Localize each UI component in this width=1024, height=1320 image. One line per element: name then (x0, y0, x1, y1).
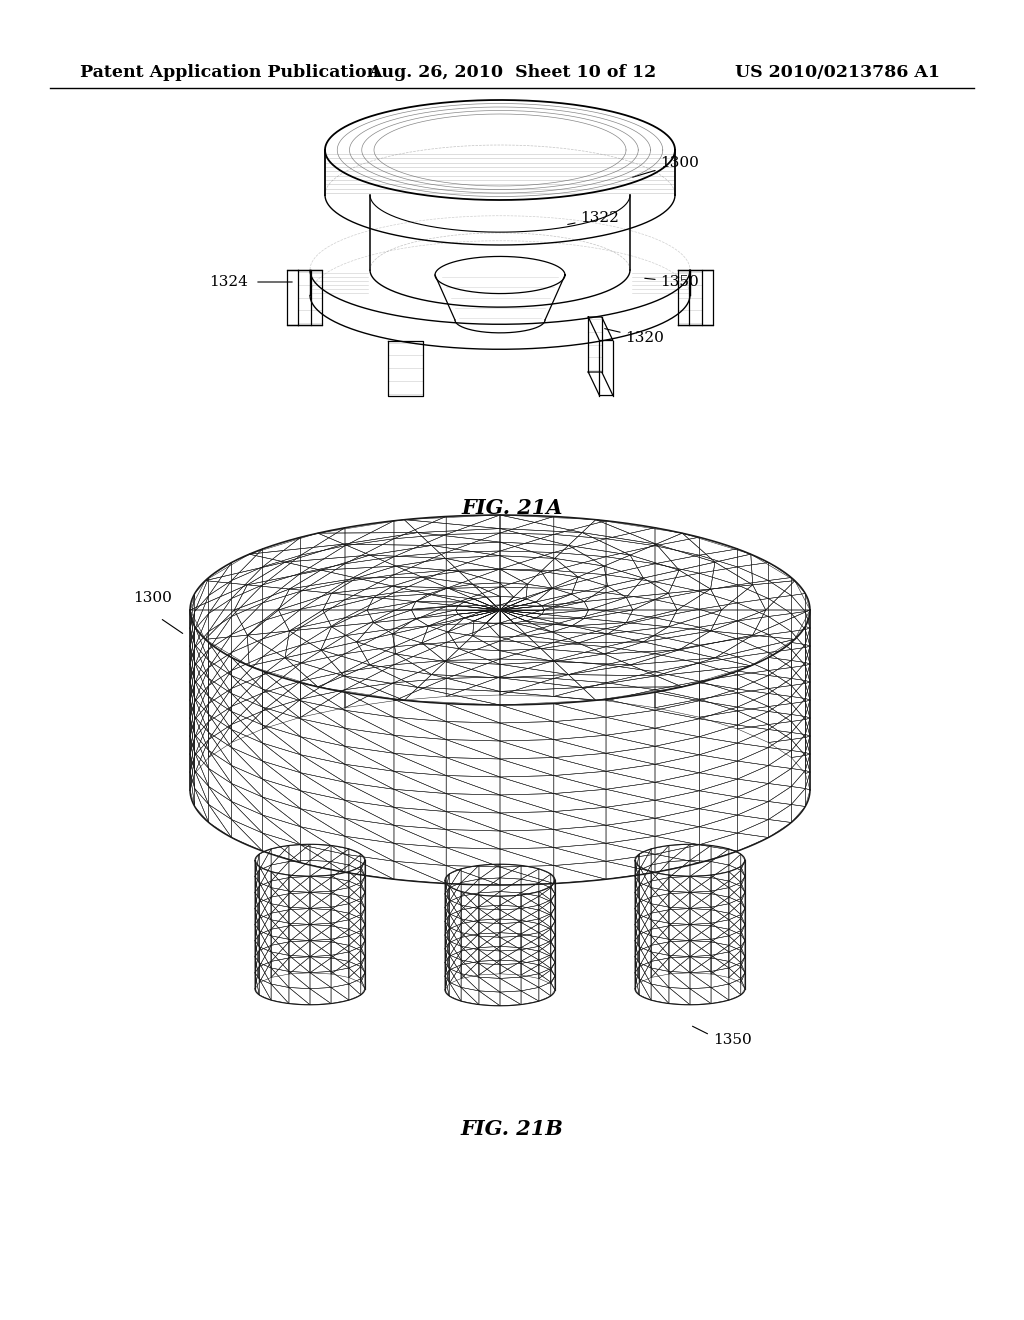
Text: 1300: 1300 (633, 156, 699, 177)
Text: FIG. 21B: FIG. 21B (461, 1118, 563, 1139)
Text: Aug. 26, 2010  Sheet 10 of 12: Aug. 26, 2010 Sheet 10 of 12 (368, 65, 656, 81)
Text: Patent Application Publication: Patent Application Publication (80, 65, 379, 81)
Text: 1350: 1350 (713, 1034, 752, 1047)
Text: 1350: 1350 (645, 275, 699, 289)
Text: 1322: 1322 (567, 211, 620, 224)
Text: 1324: 1324 (209, 275, 248, 289)
Text: 1300: 1300 (133, 591, 172, 605)
Text: US 2010/0213786 A1: US 2010/0213786 A1 (735, 65, 940, 81)
Text: 1320: 1320 (605, 329, 665, 345)
Text: FIG. 21A: FIG. 21A (461, 498, 563, 519)
